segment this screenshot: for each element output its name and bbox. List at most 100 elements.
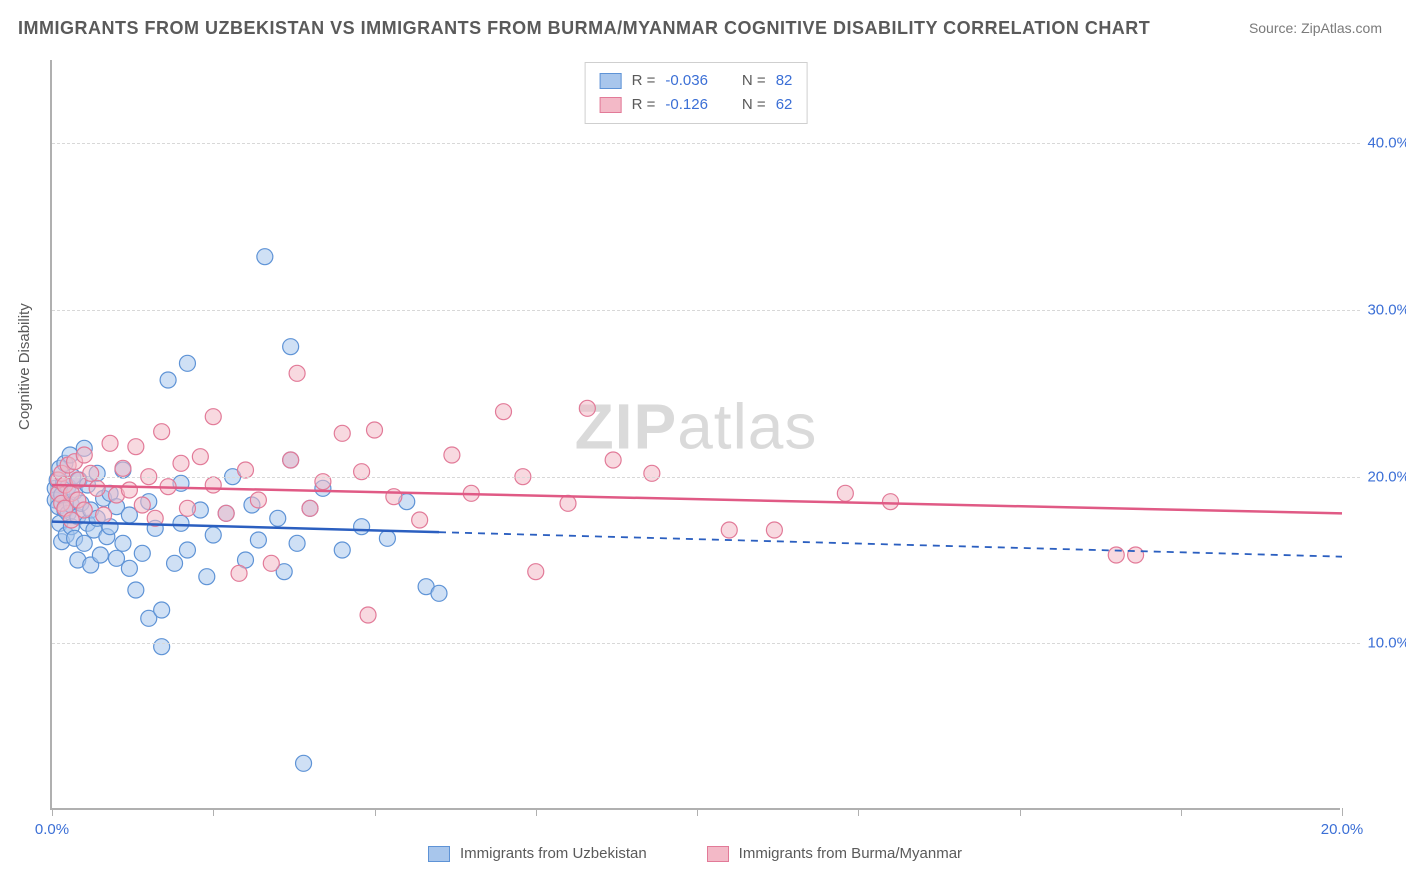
data-point [766,522,782,538]
data-point [179,355,195,371]
data-point [92,547,108,563]
data-point [289,535,305,551]
r-value: -0.126 [665,93,708,117]
source-attribution: Source: ZipAtlas.com [1249,20,1382,36]
data-point [883,494,899,510]
x-tick [1020,808,1021,816]
data-point [837,485,853,501]
y-tick-label: 30.0% [1367,302,1406,319]
correlation-legend: R =-0.036N =82R =-0.126N =62 [585,62,808,124]
x-tick [1342,808,1343,816]
chart-plot-area: ZIPatlas R =-0.036N =82R =-0.126N =62 10… [50,60,1340,810]
data-point [367,422,383,438]
data-point [283,452,299,468]
data-point [721,522,737,538]
data-point [579,400,595,416]
data-point [154,639,170,655]
data-point [283,339,299,355]
data-point [296,755,312,771]
data-point [354,519,370,535]
data-point [302,500,318,516]
data-point [154,424,170,440]
y-axis-label: Cognitive Disability [16,303,33,430]
x-tick [536,808,537,816]
n-label: N = [742,69,766,93]
data-point [76,535,92,551]
legend-item: Immigrants from Uzbekistan [428,845,647,862]
legend-swatch [600,73,622,89]
scatter-svg [52,60,1340,808]
data-point [205,527,221,543]
data-point [263,555,279,571]
data-point [205,409,221,425]
data-point [560,495,576,511]
data-point [89,480,105,496]
n-value: 62 [776,93,793,117]
data-point [528,564,544,580]
x-tick [1181,808,1182,816]
gridline [52,310,1360,311]
y-tick-label: 10.0% [1367,635,1406,652]
gridline [52,143,1360,144]
y-tick-label: 20.0% [1367,468,1406,485]
data-point [444,447,460,463]
data-point [199,569,215,585]
data-point [605,452,621,468]
data-point [218,505,234,521]
legend-label: Immigrants from Burma/Myanmar [739,845,962,862]
data-point [257,249,273,265]
x-tick [52,808,53,816]
data-point [134,497,150,513]
data-point [96,507,112,523]
data-point [386,489,402,505]
legend-label: Immigrants from Uzbekistan [460,845,647,862]
data-point [270,510,286,526]
chart-title: IMMIGRANTS FROM UZBEKISTAN VS IMMIGRANTS… [18,18,1150,39]
data-point [289,365,305,381]
r-label: R = [632,93,656,117]
data-point [334,425,350,441]
r-label: R = [632,69,656,93]
x-tick [697,808,698,816]
gridline [52,643,1360,644]
data-point [1108,547,1124,563]
data-point [121,482,137,498]
legend-swatch [707,846,729,862]
data-point [83,465,99,481]
data-point [115,535,131,551]
data-point [160,372,176,388]
data-point [76,447,92,463]
n-label: N = [742,93,766,117]
data-point [238,462,254,478]
data-point [128,582,144,598]
data-point [1128,547,1144,563]
data-point [496,404,512,420]
legend-row: R = -0.126 N = 62 [600,93,793,117]
data-point [379,530,395,546]
data-point [231,565,247,581]
legend-item: Immigrants from Burma/Myanmar [707,845,962,862]
x-tick-label: 0.0% [35,821,69,838]
data-point [179,500,195,516]
x-tick-label: 20.0% [1321,821,1364,838]
data-point [115,460,131,476]
data-point [128,439,144,455]
data-point [121,560,137,576]
x-tick [213,808,214,816]
data-point [334,542,350,558]
legend-swatch [428,846,450,862]
r-value: -0.036 [665,69,708,93]
legend-swatch [600,97,622,113]
data-point [192,449,208,465]
data-point [431,585,447,601]
x-tick [858,808,859,816]
data-point [134,545,150,561]
trend-line-dashed [439,532,1342,557]
data-point [250,532,266,548]
x-tick [375,808,376,816]
gridline [52,477,1360,478]
data-point [205,477,221,493]
y-tick-label: 40.0% [1367,135,1406,152]
data-point [644,465,660,481]
data-point [173,515,189,531]
